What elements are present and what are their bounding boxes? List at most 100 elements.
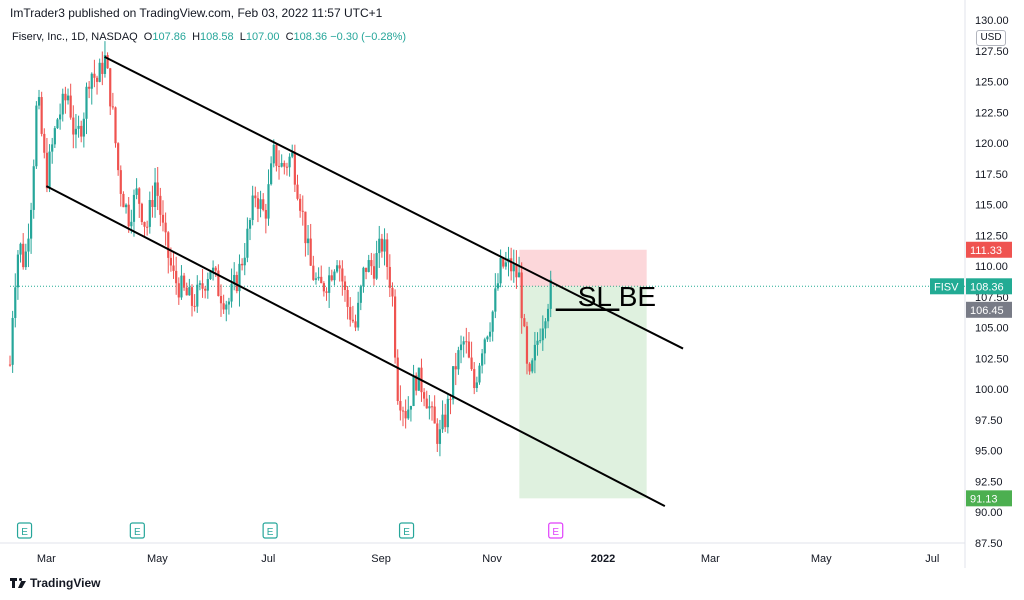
candle-body — [175, 270, 178, 284]
take-profit-zone[interactable] — [519, 286, 647, 499]
earnings-marker[interactable] — [16, 522, 33, 539]
y-tick-label: 117.50 — [975, 169, 1008, 181]
candle-body — [270, 163, 273, 185]
candle-body — [230, 283, 233, 302]
low-value: 107.00 — [245, 31, 280, 43]
candle-body — [146, 226, 149, 228]
candle-body — [43, 133, 46, 153]
earnings-marker[interactable] — [548, 522, 564, 539]
candle-body — [328, 275, 331, 293]
earnings-marker-label: E — [403, 527, 410, 538]
candle-body — [459, 344, 463, 351]
candle-body — [135, 188, 138, 195]
candle-body — [341, 268, 344, 282]
symbol-name[interactable]: Fiserv, Inc., 1D, NASDAQ — [12, 31, 138, 43]
y-tick-label: 105.00 — [975, 323, 1009, 335]
earnings-marker-label: E — [134, 527, 141, 538]
candle-body — [198, 283, 202, 285]
y-tick-label: 92.50 — [975, 476, 1003, 488]
candle-body — [523, 318, 526, 327]
candle-body — [343, 281, 347, 291]
brand-name: TradingView — [30, 576, 101, 590]
candle-body — [48, 151, 51, 189]
candle-body — [114, 107, 117, 144]
y-tick-label: 95.00 — [975, 446, 1003, 458]
candle-body — [293, 152, 296, 185]
candle-body — [177, 283, 180, 298]
y-tick-label: 97.50 — [975, 415, 1003, 427]
candle-body — [378, 238, 381, 254]
earnings-marker[interactable] — [129, 522, 145, 539]
candle-body — [259, 199, 262, 209]
earnings-marker[interactable] — [262, 522, 278, 539]
price-label-text: 106.45 — [970, 305, 1004, 317]
channel-lower-line[interactable] — [45, 185, 666, 507]
candle-body — [314, 278, 318, 280]
earnings-marker-label: E — [552, 527, 559, 538]
candle-body — [335, 265, 339, 272]
high-value: 108.58 — [200, 31, 234, 43]
sl-be-annotation[interactable]: SL BE — [578, 281, 656, 312]
x-tick-label: Jul — [261, 553, 275, 565]
candle-body — [288, 156, 291, 168]
candle-body — [40, 97, 43, 134]
tradingview-brand[interactable]: TradingView — [10, 576, 100, 590]
candle-body — [525, 326, 529, 364]
candle-body — [436, 423, 439, 444]
candle-body — [491, 311, 494, 332]
candle-body — [251, 195, 254, 220]
stop-loss-zone[interactable] — [519, 249, 647, 287]
tradingview-logo-icon — [10, 578, 26, 588]
candle-body — [396, 357, 399, 402]
candle-body — [512, 264, 515, 272]
drawings-layer[interactable]: SL BE — [45, 56, 684, 507]
price-label-text: 111.33 — [970, 245, 1002, 257]
ticker-tag-box — [930, 278, 964, 295]
candle-body — [93, 73, 96, 78]
candle-body — [256, 198, 260, 209]
symbol-legend: Fiserv, Inc., 1D, NASDAQ O107.86 H108.58… — [12, 31, 406, 43]
candle-body — [143, 222, 146, 227]
candle-body — [161, 214, 165, 223]
candle-body — [291, 152, 294, 157]
candle-body — [462, 341, 465, 345]
candle-body — [201, 283, 204, 289]
candle-body — [383, 239, 386, 252]
candle-body — [45, 152, 49, 189]
candle-body — [412, 375, 415, 406]
candle-body — [148, 199, 151, 227]
candle-body — [549, 279, 552, 309]
y-tick-label: 115.00 — [975, 200, 1008, 212]
candle-body — [441, 414, 444, 430]
candle-body — [77, 125, 80, 129]
channel-upper-line[interactable] — [104, 56, 684, 350]
x-tick-label: May — [147, 553, 168, 565]
candle-body — [190, 287, 194, 306]
candle-body — [475, 382, 478, 389]
candle-body — [338, 265, 341, 269]
candle-body — [217, 270, 220, 297]
candle-body — [320, 276, 323, 284]
candle-body — [225, 304, 228, 310]
axes-layer: 130.00 127.50 125.00 122.50 120.00 117.50 115.… — [16, 15, 1012, 565]
x-tick-label: Jul — [925, 553, 939, 565]
currency-button[interactable]: USD — [976, 30, 1006, 46]
earnings-marker[interactable] — [398, 522, 415, 539]
candle-body — [407, 409, 410, 419]
candle-body — [124, 204, 128, 208]
candle-body — [539, 340, 542, 342]
price-label-box — [966, 490, 1012, 507]
x-tick-label: 2022 — [591, 553, 615, 565]
candle-body — [262, 199, 265, 210]
candle-body — [219, 296, 223, 304]
candle-body — [528, 363, 531, 372]
y-tick-label: 122.50 — [975, 107, 1009, 119]
candle-body — [85, 86, 88, 119]
candle-body — [465, 341, 468, 343]
y-tick-label: 107.50 — [975, 292, 1009, 304]
candle-body — [438, 429, 442, 444]
candle-body — [180, 275, 183, 298]
candle-body — [409, 405, 413, 410]
candle-body — [280, 162, 283, 167]
